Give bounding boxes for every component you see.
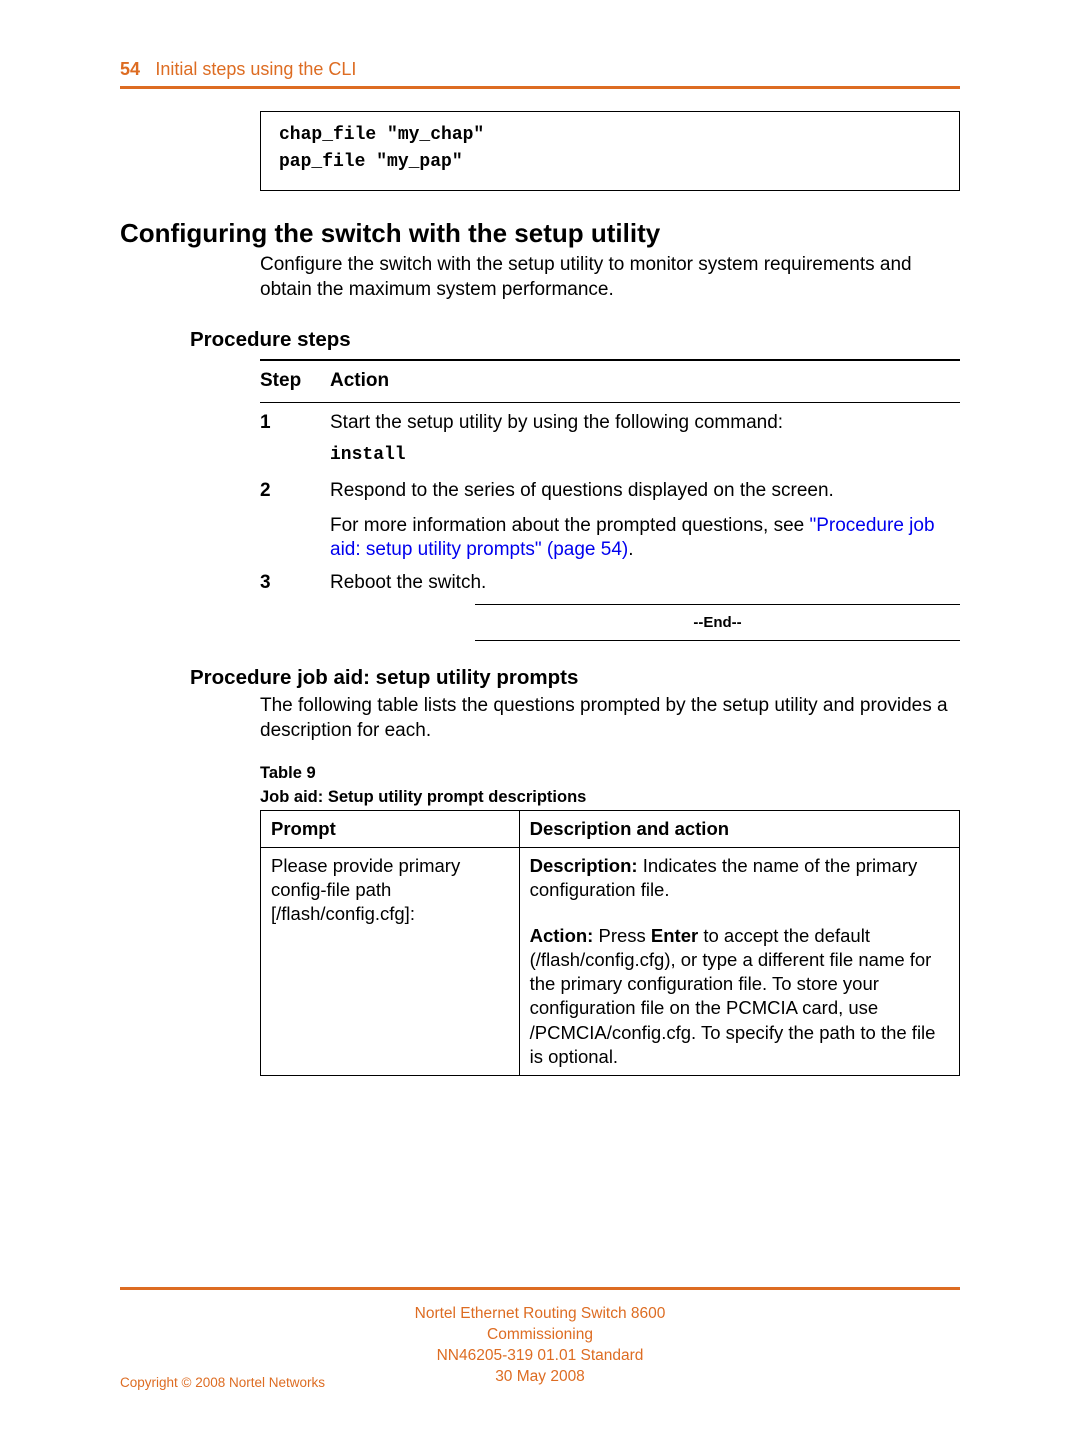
page-header: 54 Initial steps using the CLI (120, 58, 960, 89)
prompt-line: config-file path (271, 878, 509, 902)
step-text: Respond to the series of questions displ… (330, 479, 960, 504)
table-row: Please provide primary config-file path … (261, 848, 960, 1075)
procedure-table: Step Action 1 Start the setup utility by… (260, 359, 960, 641)
prompt-line: Please provide primary (271, 854, 509, 878)
table-header-row: Prompt Description and action (261, 811, 960, 848)
step-action: Reboot the switch. (330, 571, 960, 596)
note-pre: For more information about the prompted … (330, 515, 809, 536)
section-heading: Configuring the switch with the setup ut… (120, 217, 960, 251)
footer-line-1: Nortel Ethernet Routing Switch 8600 (0, 1304, 1080, 1325)
table-title: Job aid: Setup utility prompt descriptio… (260, 787, 960, 808)
code-line-2: pap_file "my_pap" (279, 151, 941, 174)
prompt-line: [/flash/config.cfg]: (271, 902, 509, 926)
footer-line-3: NN46205-319 01.01 Standard (0, 1346, 1080, 1367)
step-number: 3 (260, 571, 330, 596)
action-pre: Press (593, 925, 651, 946)
divider (475, 604, 960, 605)
end-marker: --End-- (475, 613, 960, 633)
step-action: Start the setup utility by using the fol… (330, 411, 960, 471)
page-number: 54 (120, 59, 140, 79)
jobaid-heading: Procedure job aid: setup utility prompts (190, 665, 960, 692)
action-label: Action: (530, 925, 594, 946)
section-body: Configure the switch with the setup util… (260, 253, 960, 302)
step-text: Reboot the switch. (330, 571, 960, 596)
jobaid-body: The following table lists the questions … (260, 694, 960, 743)
col-step: Step (260, 369, 330, 394)
step-code: install (330, 444, 960, 467)
code-line-1: chap_file "my_chap" (279, 124, 941, 147)
footer-line-2: Commissioning (0, 1325, 1080, 1346)
procedure-step-2: 2 Respond to the series of questions dis… (260, 479, 960, 563)
table-number: Table 9 (260, 763, 960, 784)
step-text: Start the setup utility by using the fol… (330, 411, 960, 436)
procedure-heading: Procedure steps (190, 327, 960, 354)
col-description: Description and action (519, 811, 959, 848)
cell-prompt: Please provide primary config-file path … (261, 848, 520, 1075)
table-block: Table 9 Job aid: Setup utility prompt de… (260, 763, 960, 1075)
note-post: . (628, 539, 633, 560)
procedure-header-row: Step Action (260, 369, 960, 394)
cell-description: Description: Indicates the name of the p… (519, 848, 959, 1075)
code-box: chap_file "my_chap" pap_file "my_pap" (260, 111, 960, 192)
copyright: Copyright © 2008 Nortel Networks (120, 1374, 325, 1392)
divider (475, 640, 960, 641)
col-prompt: Prompt (261, 811, 520, 848)
description-block: Description: Indicates the name of the p… (530, 854, 949, 902)
action-key: Enter (651, 925, 698, 946)
step-number: 1 (260, 411, 330, 471)
prompt-table: Prompt Description and action Please pro… (260, 810, 960, 1075)
divider (260, 402, 960, 403)
page-footer: Nortel Ethernet Routing Switch 8600 Comm… (0, 1287, 1080, 1388)
desc-label: Description: (530, 855, 638, 876)
header-title: Initial steps using the CLI (155, 59, 356, 79)
divider (260, 359, 960, 361)
footer-divider (120, 1287, 960, 1290)
step-action: Respond to the series of questions displ… (330, 479, 960, 563)
step-note: For more information about the prompted … (330, 514, 960, 563)
action-text: to accept the default (/flash/config.cfg… (530, 925, 936, 1066)
page-content: 54 Initial steps using the CLI chap_file… (0, 0, 1080, 1076)
col-action: Action (330, 369, 960, 394)
procedure-step-3: 3 Reboot the switch. (260, 571, 960, 596)
procedure-step-1: 1 Start the setup utility by using the f… (260, 411, 960, 471)
step-number: 2 (260, 479, 330, 563)
action-block: Action: Press Enter to accept the defaul… (530, 924, 949, 1068)
end-block: --End-- (475, 604, 960, 642)
